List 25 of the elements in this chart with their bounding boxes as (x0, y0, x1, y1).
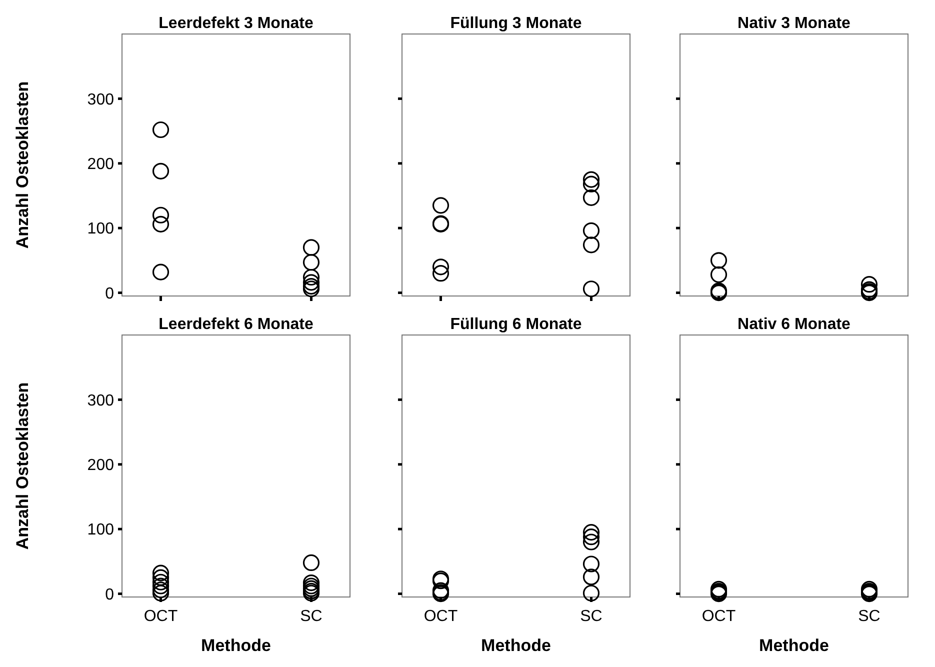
x-tick-label: SC (580, 608, 602, 625)
x-tick-label: OCT (144, 608, 178, 625)
y-tick-label: 0 (105, 586, 114, 604)
chart-title: Füllung 3 Monate (450, 15, 582, 32)
x-axis-title: Methode (481, 636, 551, 655)
chart-title: Nativ 3 Monate (738, 15, 851, 32)
x-tick-label: OCT (424, 608, 458, 625)
chart-title: Füllung 6 Monate (450, 316, 582, 333)
chart-title: Leerdefekt 6 Monate (158, 316, 314, 333)
y-tick-label: 100 (87, 220, 114, 238)
chart-title: Leerdefekt 3 Monate (158, 15, 314, 32)
x-tick-label: SC (300, 608, 322, 625)
y-tick-label: 300 (87, 392, 114, 410)
x-axis-title: Methode (201, 636, 271, 655)
x-tick-label: OCT (702, 608, 736, 625)
y-tick-label: 200 (87, 156, 114, 173)
x-tick-label: SC (858, 608, 880, 625)
chart-title: Nativ 6 Monate (738, 316, 851, 333)
y-tick-label: 100 (87, 522, 114, 539)
y-axis-title: Anzahl Osteoklasten (13, 382, 32, 550)
x-axis-title: Methode (759, 636, 829, 655)
y-tick-label: 0 (105, 285, 114, 302)
y-tick-label: 300 (87, 91, 114, 108)
y-tick-label: 200 (87, 456, 114, 474)
y-axis-title: Anzahl Osteoklasten (13, 81, 32, 249)
